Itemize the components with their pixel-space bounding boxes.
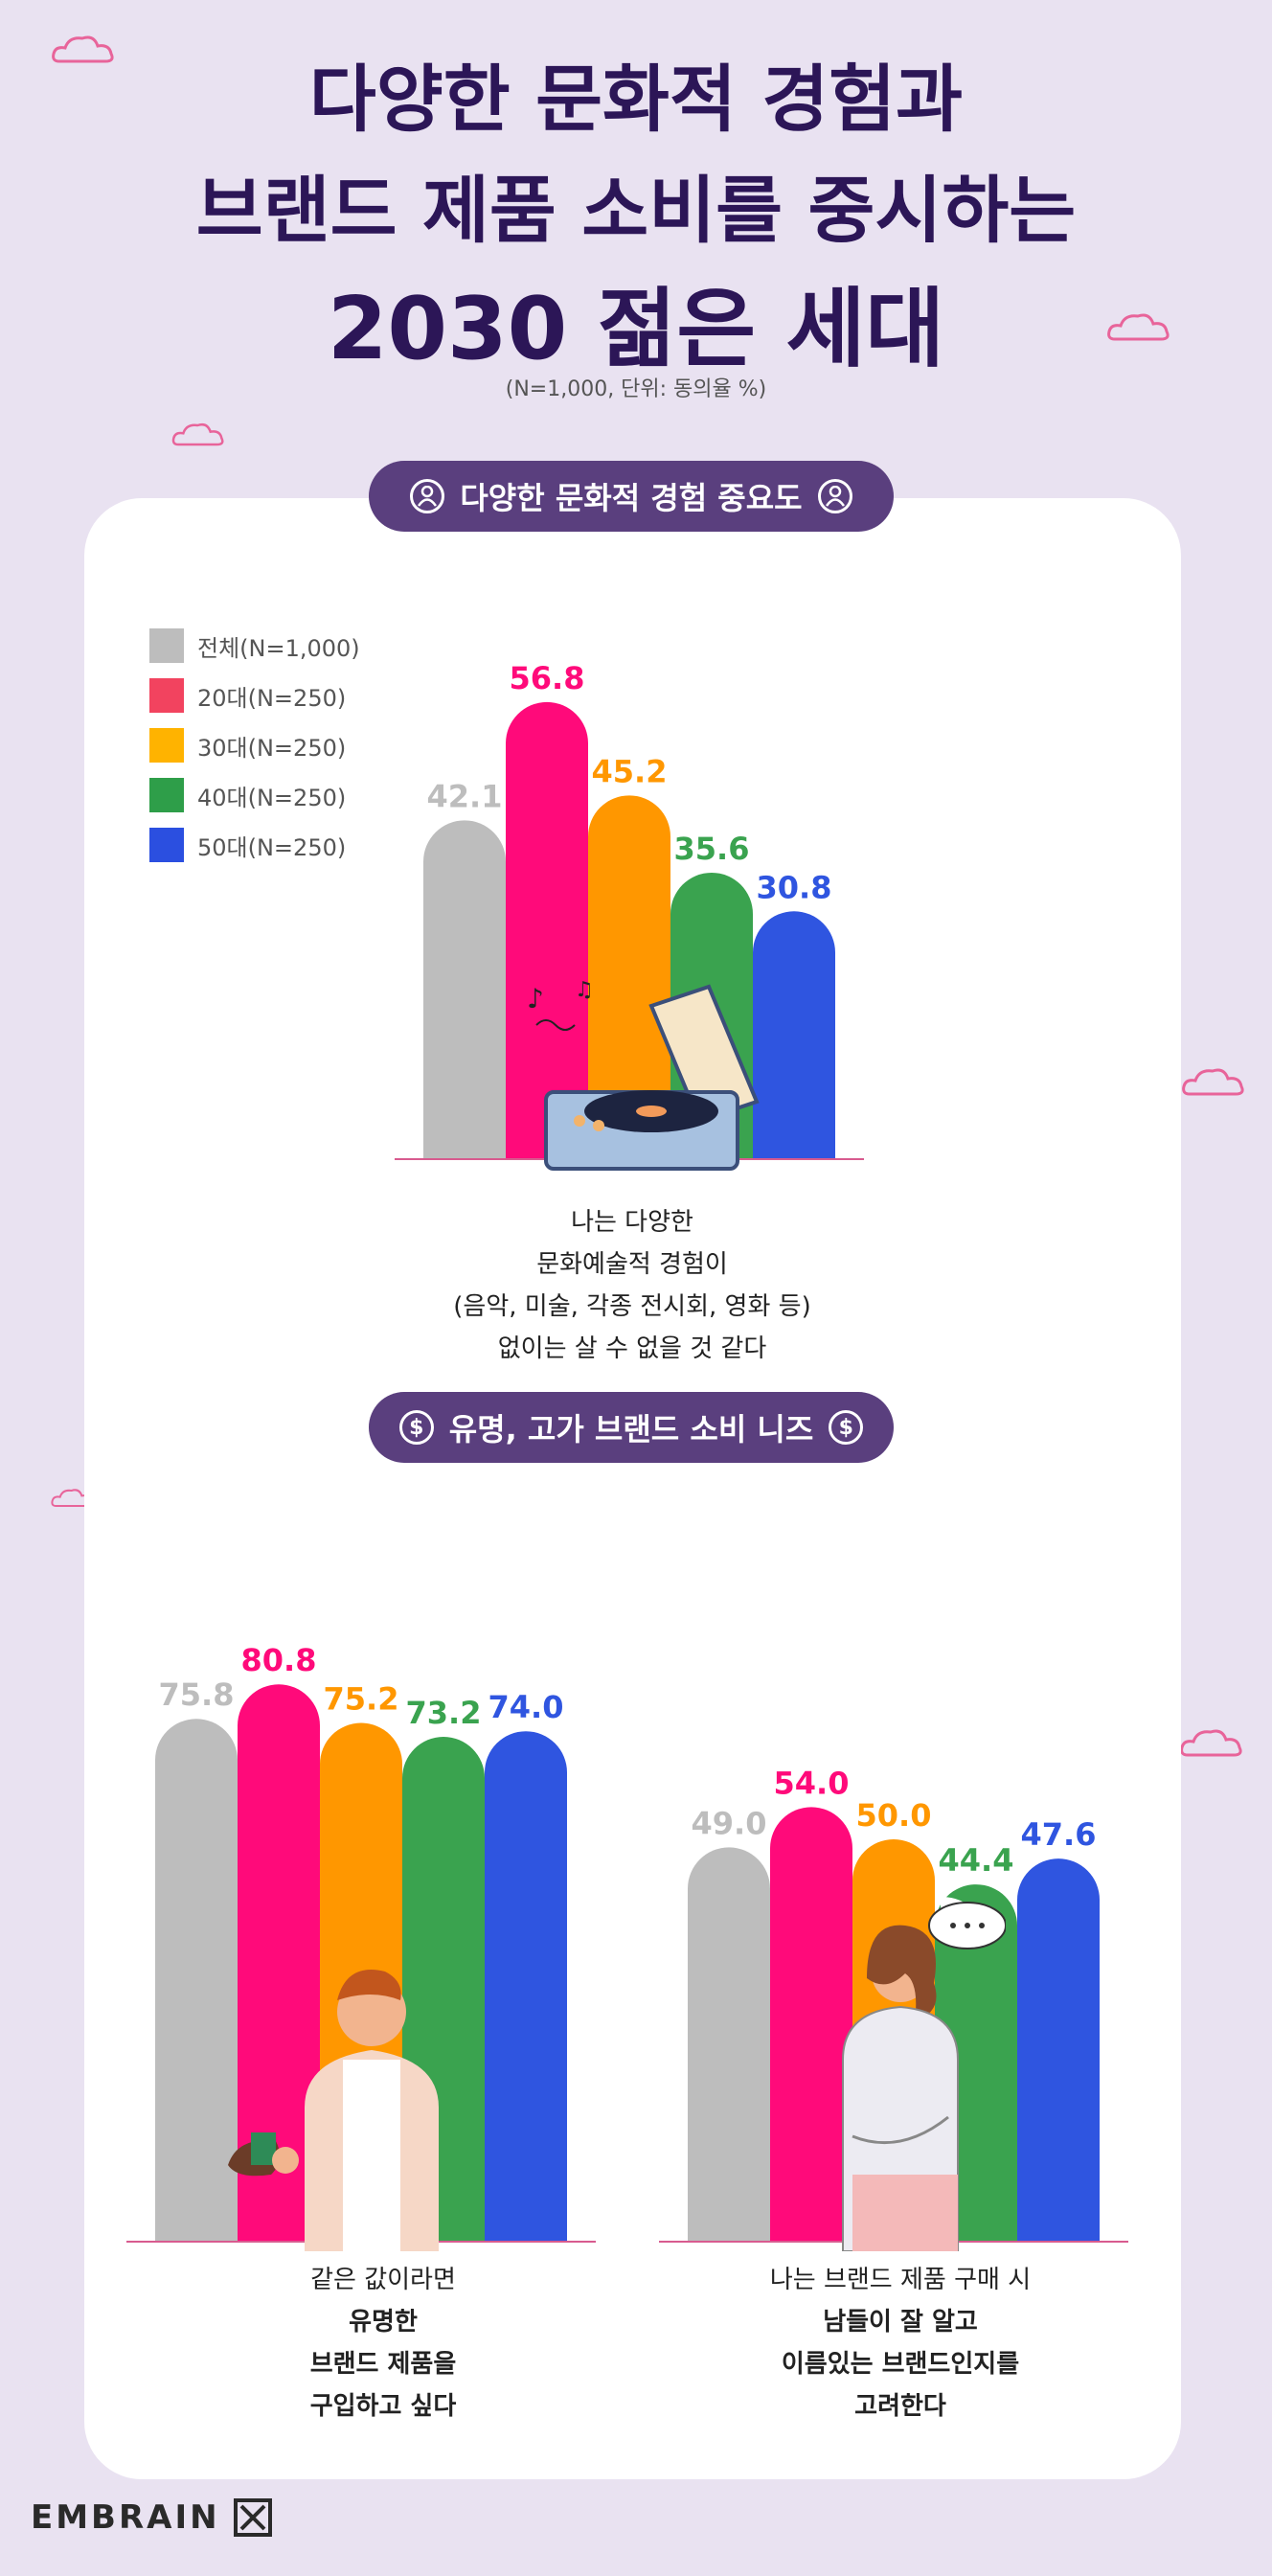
title-line-3: 2030 젊은 세대: [327, 279, 945, 379]
caption-line: 이름있는 브랜드인지를: [781, 2350, 1020, 2379]
bar-value-label-1: 54.0: [774, 1765, 850, 1801]
woman-thinking-illustration: [842, 1897, 1006, 2251]
man-with-wallet-illustration: [228, 1970, 439, 2251]
bar-value-label-1: 80.8: [241, 1642, 317, 1678]
svg-text:♪: ♪: [527, 983, 544, 1014]
bar-4: [485, 1731, 567, 2242]
legend-label: 전체(N=1,000): [197, 634, 360, 662]
legend-label: 50대(N=250): [197, 833, 347, 861]
bar-value-label-3: 73.2: [406, 1695, 482, 1731]
section-header-brand: $ 유명, 고가 브랜드 소비 니즈 $: [369, 1392, 894, 1463]
legend-label: 30대(N=250): [197, 734, 347, 762]
bar-value-label-2: 75.2: [324, 1681, 399, 1718]
bar-2: [588, 795, 670, 1159]
brand-known-caption: 나는 브랜드 제품 구매 시 남들이 잘 알고 이름있는 브랜드인지를 고려한다: [680, 2259, 1121, 2428]
legend-swatch: [149, 678, 184, 713]
caption-line: 나는 다양한: [571, 1208, 693, 1237]
bar-value-label-3: 44.4: [939, 1842, 1014, 1879]
person-icon: [410, 479, 445, 513]
cloud-decoration: [1182, 1068, 1244, 1096]
caption-line: 남들이 잘 알고: [823, 2308, 978, 2337]
bar-value-label-3: 35.6: [674, 831, 750, 867]
section-label-brand: 유명, 고가 브랜드 소비 니즈: [448, 1411, 814, 1448]
embrain-logo-icon: [233, 2498, 272, 2537]
bar-value-label-0: 49.0: [692, 1805, 767, 1841]
bar-value-label-4: 47.6: [1021, 1816, 1097, 1853]
brand-famous-caption: 같은 값이라면 유명한 브랜드 제품을 구입하고 싶다: [172, 2259, 594, 2428]
bar-0: [423, 820, 506, 1159]
bar-4: [1017, 1858, 1100, 2242]
title-line-1: 다양한 문화적 경험과: [308, 57, 964, 142]
dollar-icon: $: [829, 1410, 864, 1445]
legend-swatch: [149, 628, 184, 663]
legend-swatch: [149, 828, 184, 862]
legend-label: 20대(N=250): [197, 684, 347, 712]
caption-line: 같은 값이라면: [310, 2266, 456, 2294]
bar-0: [155, 1719, 238, 2242]
svg-text:♫: ♫: [575, 978, 594, 1002]
cloud-decoration: [1180, 1729, 1242, 1757]
bar-value-label-4: 30.8: [757, 869, 832, 905]
bar-0: [688, 1847, 770, 2242]
culture-bar-chart: 42.1 56.8 45.2 35.630.8: [395, 660, 864, 1160]
person-icon: [817, 479, 852, 513]
cloud-decoration: [171, 422, 224, 446]
brand-name: EMBRAIN: [31, 2498, 220, 2537]
legend-swatch: [149, 778, 184, 812]
cloud-decoration: [52, 35, 114, 63]
legend-item: 40대(N=250): [149, 770, 360, 820]
sample-note: (N=1,000, 단위: 동의율 %): [505, 377, 767, 401]
bar-value-label-2: 50.0: [856, 1797, 932, 1834]
title-line-2: 브랜드 제품 소비를 중시하는: [195, 168, 1077, 253]
record-player-illustration: ♪ ♫: [527, 978, 760, 1171]
caption-line: (음악, 미술, 각종 전시회, 영화 등): [453, 1292, 811, 1321]
legend: 전체(N=1,000) 20대(N=250) 30대(N=250) 40대(N=…: [149, 621, 360, 870]
bar-value-label-0: 42.1: [427, 778, 503, 814]
caption-line: 나는 브랜드 제품 구매 시: [769, 2266, 1032, 2294]
legend-item: 50대(N=250): [149, 820, 360, 870]
legend-label: 40대(N=250): [197, 784, 347, 811]
bar-1: [238, 1684, 320, 2242]
bar-1: [506, 701, 588, 1159]
legend-item: 전체(N=1,000): [149, 621, 360, 671]
caption-line: 구입하고 싶다: [309, 2392, 457, 2421]
culture-chart-caption: 나는 다양한 문화예술적 경험이 (음악, 미술, 각종 전시회, 영화 등) …: [402, 1201, 862, 1370]
section-header-culture: 다양한 문화적 경험 중요도: [369, 461, 894, 532]
caption-line: 유명한: [349, 2308, 418, 2337]
bar-1: [770, 1807, 852, 2242]
caption-line: 문화예술적 경험이: [536, 1250, 728, 1279]
dollar-icon: $: [398, 1410, 434, 1445]
bar-value-label-4: 74.0: [488, 1689, 564, 1725]
embrain-logo: EMBRAIN: [31, 2498, 272, 2537]
bar-value-label-1: 56.8: [510, 660, 585, 696]
caption-line: 없이는 살 수 없을 것 같다: [497, 1334, 767, 1363]
section-label-culture: 다양한 문화적 경험 중요도: [460, 480, 803, 516]
bar-4: [753, 911, 835, 1159]
legend-item: 20대(N=250): [149, 671, 360, 720]
legend-swatch: [149, 728, 184, 763]
caption-line: 브랜드 제품을: [309, 2350, 457, 2379]
cloud-decoration: [1107, 313, 1170, 341]
bar-value-label-2: 45.2: [592, 753, 668, 789]
caption-line: 고려한다: [854, 2392, 946, 2421]
legend-item: 30대(N=250): [149, 720, 360, 770]
bar-value-label-0: 75.8: [159, 1676, 235, 1713]
